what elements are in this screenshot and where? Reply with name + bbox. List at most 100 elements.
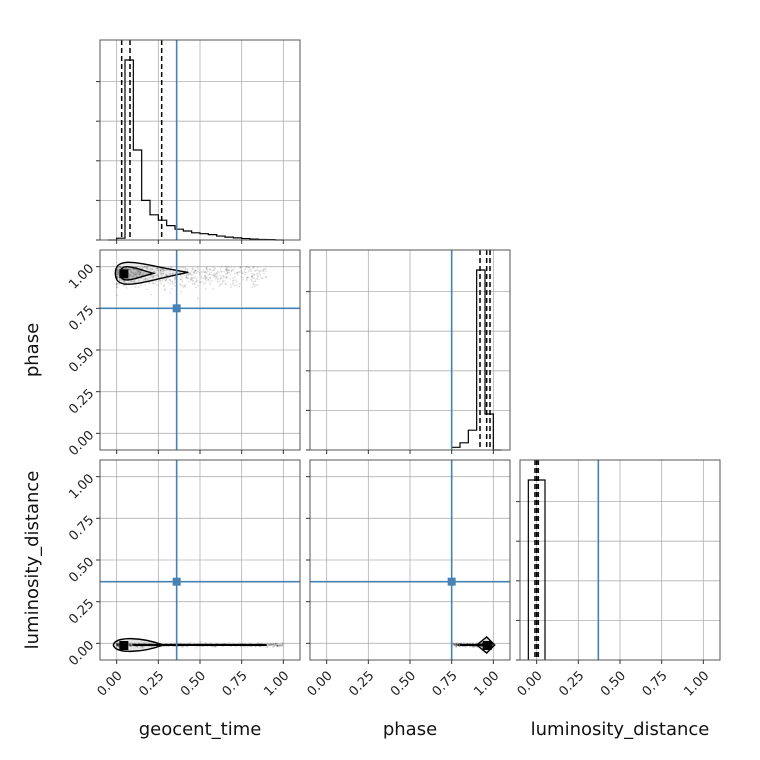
sample-point [265, 267, 268, 270]
sample-point [214, 645, 217, 648]
sample-point [139, 284, 142, 287]
sample-point [455, 645, 458, 648]
sample-point [130, 644, 133, 647]
sample-point [205, 288, 207, 290]
sample-point [457, 643, 460, 646]
sample-point [159, 280, 161, 282]
sample-point [139, 271, 141, 274]
sample-point [162, 268, 165, 271]
sample-point [134, 271, 137, 274]
sample-point [156, 267, 159, 270]
sample-point [217, 277, 220, 280]
sample-point [115, 282, 118, 285]
sample-point [146, 266, 149, 268]
sample-point [230, 270, 233, 273]
sample-point [116, 642, 118, 645]
sample-point [279, 644, 282, 647]
sample-point [249, 642, 252, 645]
sample-point [151, 276, 154, 279]
sample-point [471, 642, 474, 645]
sample-point [161, 268, 164, 271]
sample-point [258, 272, 261, 275]
sample-point [190, 270, 193, 273]
sample-point [251, 275, 254, 278]
sample-point [191, 268, 194, 271]
sample-point [455, 642, 458, 645]
sample-point [458, 643, 461, 645]
sample-point [208, 283, 211, 286]
sample-point [145, 267, 148, 269]
sample-point [185, 276, 188, 279]
density-peak [482, 641, 492, 650]
sample-point [163, 278, 166, 281]
sample-point [458, 643, 461, 646]
sample-point [117, 272, 120, 274]
sample-point [131, 644, 134, 646]
x-tick-label: 0.50 [178, 668, 209, 699]
sample-point [128, 643, 130, 646]
sample-point [225, 277, 228, 280]
sample-point [233, 267, 236, 270]
sample-point [202, 277, 205, 279]
sample-point [162, 269, 165, 271]
sample-point [225, 269, 228, 272]
sample-point [204, 642, 207, 645]
sample-point [174, 281, 176, 284]
sample-point [209, 281, 212, 284]
sample-point [245, 279, 248, 282]
x-tick-label: 0.75 [640, 668, 671, 699]
sample-point [160, 268, 162, 271]
sample-point [170, 288, 173, 291]
sample-point [118, 266, 121, 268]
sample-point [246, 278, 248, 280]
sample-point [236, 271, 238, 274]
sample-point [250, 270, 253, 273]
sample-point [138, 270, 141, 273]
sample-point [134, 645, 137, 648]
x-tick-label: 0.00 [515, 668, 546, 699]
sample-point [131, 644, 133, 647]
sample-point [223, 280, 226, 283]
sample-point [456, 643, 459, 646]
sample-point [232, 277, 234, 280]
sample-point [136, 270, 139, 272]
sample-point [134, 273, 136, 276]
sample-point [164, 279, 167, 282]
sample-point [257, 275, 260, 278]
sample-point [208, 273, 211, 276]
sample-point [128, 269, 130, 272]
sample-point [452, 643, 455, 646]
sample-point [210, 271, 213, 274]
sample-point [221, 281, 224, 283]
sample-point [174, 276, 177, 279]
sample-point [190, 276, 193, 279]
sample-point [248, 268, 251, 271]
sample-point [454, 644, 457, 647]
sample-point [276, 643, 279, 646]
sample-point [261, 277, 264, 280]
sample-point [115, 273, 118, 276]
density-peak [119, 269, 129, 279]
sample-point [171, 272, 174, 275]
sample-point [214, 267, 217, 270]
sample-point [274, 643, 277, 646]
sample-point [165, 279, 168, 281]
sample-point [233, 284, 236, 287]
sample-point [159, 279, 161, 282]
sample-point [238, 285, 241, 288]
sample-point [256, 274, 259, 277]
sample-point [173, 278, 176, 281]
pair-panel-geocent_time-phase: 0.00 0.25 0.50 0.75 1.00 [66, 249, 301, 459]
truth-marker [172, 304, 181, 313]
sample-point [458, 644, 461, 647]
sample-point [123, 280, 126, 283]
sample-point [201, 271, 204, 273]
sample-point [480, 642, 483, 645]
sample-point [117, 644, 119, 647]
sample-point [117, 645, 120, 648]
sample-point [157, 274, 159, 277]
y-tick-label: 0.50 [66, 345, 97, 376]
sample-point [256, 278, 259, 281]
sample-point [252, 266, 255, 269]
sample-point [196, 297, 199, 300]
